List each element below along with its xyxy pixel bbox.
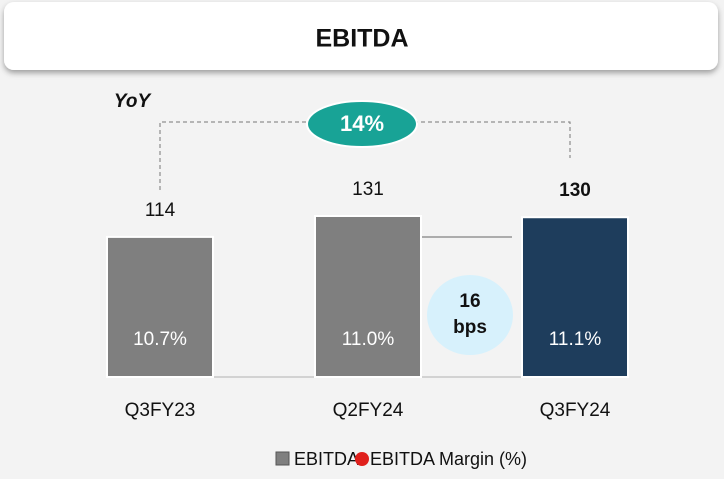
legend-swatch [275,451,290,466]
bar [106,235,214,378]
yoy-change: 14% [340,111,384,136]
margin-label: 11.0% [342,329,395,350]
bar [521,216,629,378]
margin-change-bubble: 16 bps [427,275,513,355]
bar-value-label: 131 [352,179,384,200]
bar [314,215,422,378]
legend-label: EBITDA Margin (%) [370,449,527,469]
x-tick-label: Q3FY23 [125,400,196,421]
margin-label: 11.1% [549,329,602,350]
legend-label: EBITDA [294,449,359,469]
yoy-label: YoY [114,91,153,112]
x-tick-label: Q2FY24 [333,400,404,421]
bar-value-label: 114 [145,200,176,221]
x-tick-label: Q3FY24 [540,400,611,421]
chart-title: EBITDA [315,25,408,53]
margin-change: 16 bps [453,291,487,338]
legend-swatch [355,452,369,466]
margin-label: 10.7% [133,329,187,350]
yoy-bubble [306,100,418,148]
bar-value-label: 130 [559,180,591,201]
title-box [4,2,718,70]
